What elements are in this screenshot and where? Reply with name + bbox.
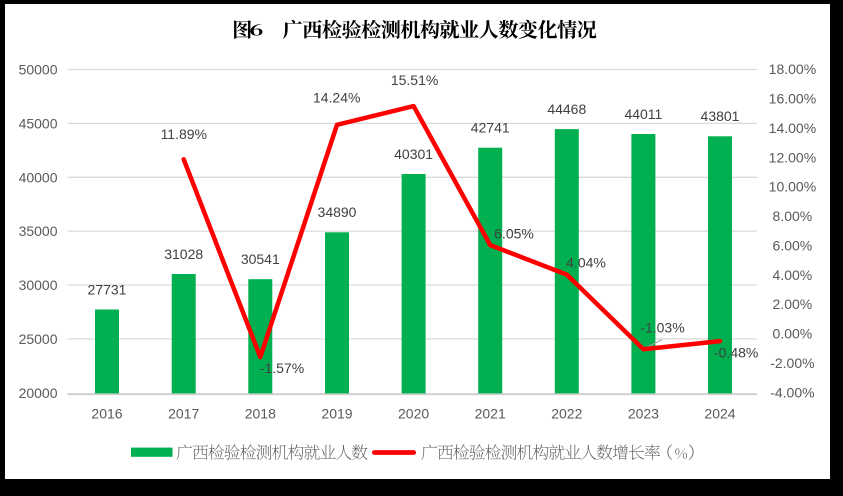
svg-text:2016: 2016 [91, 406, 122, 422]
svg-text:-1.03%: -1.03% [640, 320, 684, 336]
svg-text:18.00%: 18.00% [769, 61, 816, 77]
svg-text:27731: 27731 [88, 281, 127, 297]
svg-text:2018: 2018 [245, 406, 276, 422]
svg-text:-0.48%: -0.48% [714, 345, 758, 361]
svg-text:4.04%: 4.04% [566, 254, 606, 270]
svg-text:2020: 2020 [398, 406, 429, 422]
svg-text:14.00%: 14.00% [769, 120, 816, 136]
svg-text:40000: 40000 [19, 169, 58, 185]
svg-text:30000: 30000 [19, 277, 58, 293]
svg-text:44011: 44011 [624, 106, 662, 122]
svg-text:43801: 43801 [701, 108, 740, 124]
svg-text:8.00%: 8.00% [773, 208, 813, 224]
svg-text:6.00%: 6.00% [773, 237, 813, 253]
svg-text:50000: 50000 [19, 62, 58, 78]
svg-text:-1.57%: -1.57% [260, 360, 304, 376]
svg-text:2019: 2019 [321, 406, 352, 422]
svg-text:0.00%: 0.00% [773, 326, 813, 342]
svg-text:15.51%: 15.51% [391, 72, 438, 88]
svg-text:44468: 44468 [547, 101, 586, 117]
svg-text:12.00%: 12.00% [769, 149, 816, 165]
svg-text:16.00%: 16.00% [769, 91, 816, 107]
svg-text:-2.00%: -2.00% [770, 355, 814, 371]
svg-text:2017: 2017 [168, 406, 199, 422]
svg-text:10.00%: 10.00% [769, 179, 816, 195]
svg-text:34890: 34890 [318, 204, 357, 220]
svg-text:-4.00%: -4.00% [770, 384, 814, 400]
svg-text:2.00%: 2.00% [773, 296, 813, 312]
svg-text:31028: 31028 [164, 246, 203, 262]
svg-text:6.05%: 6.05% [494, 225, 534, 241]
svg-text:35000: 35000 [19, 223, 58, 239]
svg-text:2024: 2024 [704, 406, 735, 422]
svg-text:42741: 42741 [471, 120, 510, 136]
svg-text:2023: 2023 [628, 406, 659, 422]
svg-text:11.89%: 11.89% [161, 126, 207, 142]
svg-text:14.24%: 14.24% [313, 90, 360, 106]
svg-text:20000: 20000 [19, 385, 58, 401]
svg-text:40301: 40301 [394, 146, 433, 162]
svg-text:45000: 45000 [19, 116, 58, 132]
svg-text:2022: 2022 [551, 406, 582, 422]
svg-text:30541: 30541 [241, 251, 280, 267]
svg-text:2021: 2021 [475, 406, 506, 422]
svg-text:25000: 25000 [19, 331, 58, 347]
svg-text:4.00%: 4.00% [773, 267, 813, 283]
